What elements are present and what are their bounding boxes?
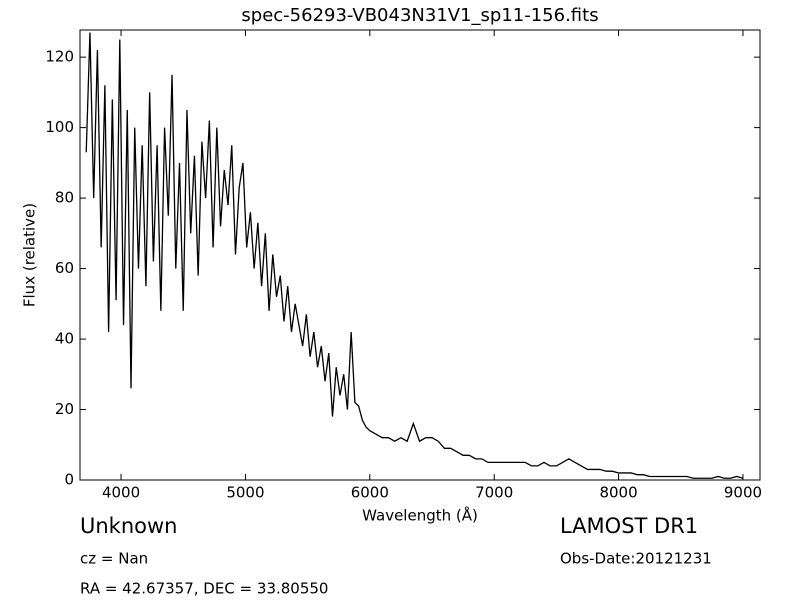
plot-frame [79,29,761,481]
annotation: RA = 42.67357, DEC = 33.80550 [80,580,328,598]
annotation: LAMOST DR1 [560,514,698,538]
y-tick-label: 60 [55,259,74,277]
y-tick-label: 120 [45,48,74,66]
x-tick-label: 7000 [475,484,513,502]
spectrum-line [85,32,744,479]
x-tick-label: 8000 [599,484,637,502]
y-axis-label: Flux (relative) [21,203,39,307]
annotation: Unknown [80,514,177,538]
y-tick-label: 100 [45,118,74,136]
y-tick-label: 40 [55,330,74,348]
x-tick-label: 4000 [102,484,140,502]
y-tick-label: 0 [64,471,74,489]
x-tick-label: 9000 [724,484,762,502]
y-tick-label: 80 [55,189,74,207]
annotation: cz = Nan [80,550,148,568]
x-tick-label: 5000 [226,484,264,502]
y-tick-label: 20 [55,400,74,418]
annotation: Obs-Date:20121231 [560,550,712,568]
x-tick-label: 6000 [351,484,389,502]
chart-title: spec-56293-VB043N31V1_sp11-156.fits [241,5,598,26]
x-axis-label: Wavelength (Å) [362,506,478,525]
